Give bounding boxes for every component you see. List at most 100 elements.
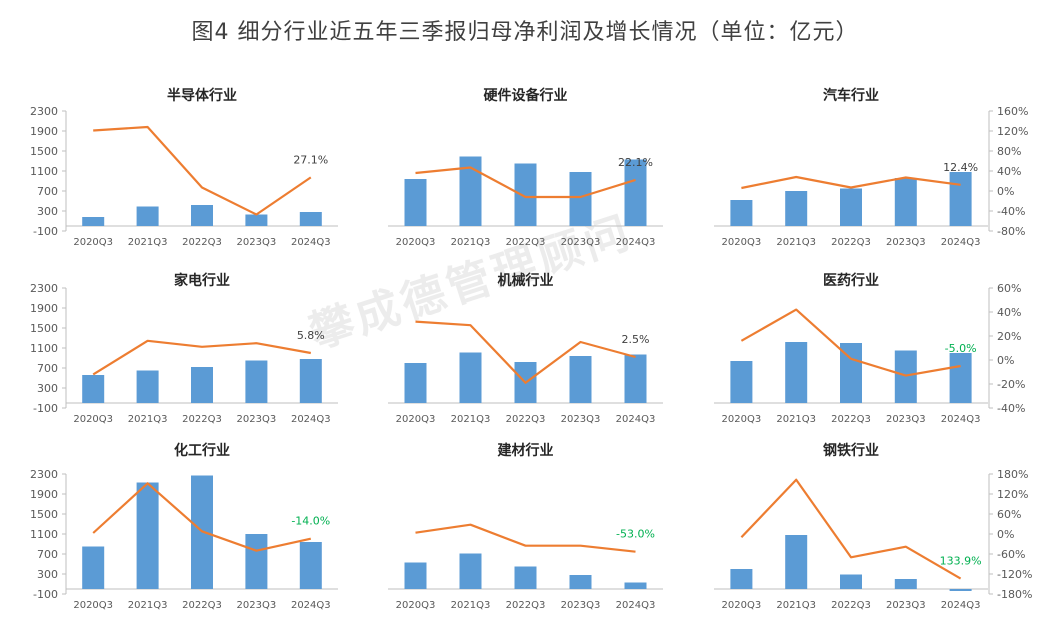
x-tick-label: 2020Q3 — [396, 600, 436, 611]
bar — [840, 188, 862, 226]
bar — [840, 343, 862, 403]
right-axis-tick-label: 60% — [997, 282, 1021, 295]
bar — [404, 562, 427, 589]
x-tick-label: 2021Q3 — [451, 237, 491, 248]
bar — [299, 542, 322, 589]
right-axis-tick-label: 160% — [997, 105, 1028, 118]
x-tick-label: 2022Q3 — [506, 600, 546, 611]
data-label: 12.4% — [943, 161, 978, 174]
bar — [136, 482, 159, 589]
panel-title: 钢铁行业 — [823, 442, 879, 459]
growth-line — [93, 125, 312, 216]
bar — [191, 367, 213, 403]
left-axis-tick-label: 1900 — [30, 302, 58, 315]
page-title: 图4 细分行业近五年三季报归母净利润及增长情况（单位：亿元） — [191, 20, 859, 45]
x-tick-label: 2023Q3 — [237, 600, 277, 611]
x-tick-label: 2023Q3 — [237, 237, 277, 248]
x-tick-label: 2020Q3 — [722, 237, 762, 248]
data-label: -5.0% — [945, 342, 977, 355]
left-axis-tick-label: -100 — [33, 588, 58, 601]
x-tick-label: 2020Q3 — [396, 237, 436, 248]
x-tick-label: 2023Q3 — [561, 414, 601, 425]
x-tick-label: 2021Q3 — [776, 237, 816, 248]
bar — [245, 360, 268, 403]
bar — [894, 579, 917, 589]
x-tick-label: 2024Q3 — [616, 237, 656, 248]
growth-line — [415, 320, 636, 384]
x-tick-label: 2021Q3 — [451, 414, 491, 425]
left-axis-tick-label: 2300 — [30, 282, 58, 295]
x-tick-label: 2022Q3 — [182, 600, 222, 611]
x-tick-label: 2022Q3 — [831, 414, 871, 425]
data-label: 27.1% — [293, 153, 328, 166]
panel-title: 家电行业 — [174, 272, 230, 289]
x-tick-label: 2024Q3 — [941, 237, 981, 248]
right-axis-tick-label: 0% — [997, 354, 1014, 367]
right-axis-tick-label: 20% — [997, 330, 1021, 343]
left-axis-tick-label: 2300 — [30, 468, 58, 481]
x-tick-label: 2020Q3 — [396, 414, 436, 425]
bar — [949, 353, 972, 403]
right-axis-tick-label: -80% — [997, 225, 1025, 238]
bar — [569, 575, 592, 589]
x-tick-label: 2022Q3 — [506, 237, 546, 248]
x-tick-label: 2021Q3 — [128, 237, 168, 248]
x-tick-label: 2020Q3 — [722, 600, 762, 611]
bar — [894, 178, 917, 226]
panel-title: 半导体行业 — [167, 87, 237, 104]
right-axis-tick-label: 0% — [997, 528, 1014, 541]
left-axis-tick-label: 300 — [37, 382, 58, 395]
x-tick-label: 2023Q3 — [886, 600, 926, 611]
bar — [459, 156, 482, 226]
bar — [299, 359, 322, 403]
left-axis-tick-label: 1500 — [30, 322, 58, 335]
bar — [136, 370, 159, 403]
x-tick-label: 2024Q3 — [616, 414, 656, 425]
growth-line — [741, 175, 961, 190]
bar — [459, 553, 482, 589]
right-axis-tick-label: 0% — [997, 185, 1014, 198]
x-tick-label: 2021Q3 — [776, 414, 816, 425]
x-tick-label: 2022Q3 — [182, 414, 222, 425]
x-tick-label: 2024Q3 — [291, 414, 331, 425]
bar — [840, 574, 862, 589]
left-axis-tick-label: 1100 — [30, 165, 58, 178]
bar — [624, 582, 647, 589]
bar — [624, 159, 647, 226]
x-tick-label: 2022Q3 — [831, 237, 871, 248]
right-axis-tick-label: 180% — [997, 468, 1028, 481]
bar — [949, 589, 972, 591]
bar — [299, 212, 322, 226]
growth-line — [415, 166, 636, 199]
left-axis-tick-label: 700 — [37, 548, 58, 561]
left-axis-tick-label: 2300 — [30, 105, 58, 118]
bar — [894, 350, 917, 403]
bar — [730, 361, 753, 403]
data-label: -53.0% — [616, 528, 655, 541]
right-axis-tick-label: -180% — [997, 588, 1032, 601]
x-tick-label: 2022Q3 — [506, 414, 546, 425]
bar — [136, 206, 159, 226]
x-tick-label: 2023Q3 — [237, 414, 277, 425]
panel-title: 建材行业 — [498, 442, 554, 459]
bar — [624, 354, 647, 403]
x-tick-label: 2022Q3 — [831, 600, 871, 611]
right-axis-tick-label: 40% — [997, 306, 1021, 319]
bar — [514, 163, 537, 226]
x-tick-label: 2024Q3 — [941, 414, 981, 425]
bar — [82, 375, 105, 403]
x-tick-label: 2021Q3 — [451, 600, 491, 611]
left-axis-tick-label: -100 — [33, 225, 58, 238]
left-axis-tick-label: 1900 — [30, 488, 58, 501]
right-axis-tick-label: 80% — [997, 145, 1021, 158]
x-tick-label: 2023Q3 — [561, 600, 601, 611]
left-axis-tick-label: 1100 — [30, 528, 58, 541]
x-tick-label: 2024Q3 — [291, 600, 331, 611]
x-tick-label: 2023Q3 — [561, 237, 601, 248]
growth-line — [92, 482, 312, 552]
bar — [404, 179, 427, 226]
right-axis-tick-label: 40% — [997, 165, 1021, 178]
right-axis-tick-label: -20% — [997, 378, 1025, 391]
x-tick-label: 2020Q3 — [73, 600, 113, 611]
